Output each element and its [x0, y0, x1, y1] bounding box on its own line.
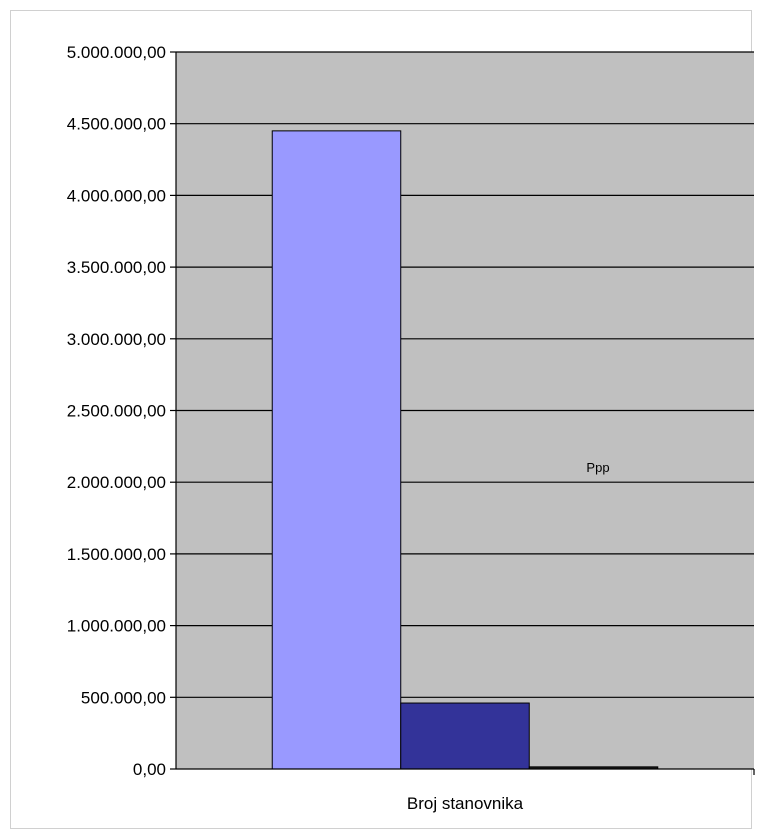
y-tick-label: 4.500.000,00	[67, 115, 166, 134]
y-tick-label: 2.000.000,00	[67, 473, 166, 492]
y-tick-label: 1.500.000,00	[67, 545, 166, 564]
y-tick-label: 2.500.000,00	[67, 402, 166, 421]
chart-annotation: Ppp	[586, 460, 609, 475]
y-tick-label: 3.000.000,00	[67, 330, 166, 349]
y-tick-label: 4.000.000,00	[67, 186, 166, 205]
y-axis	[170, 51, 755, 775]
bars	[271, 130, 659, 770]
bar-series-1	[271, 130, 402, 770]
y-tick-label: 3.500.000,00	[67, 258, 166, 277]
y-tick-label: 5.000.000,00	[67, 43, 166, 62]
y-tick-label: 500.000,00	[81, 688, 166, 707]
bar-series-2	[400, 702, 530, 770]
y-tick-label: 1.000.000,00	[67, 617, 166, 636]
y-tick-label: 0,00	[133, 760, 166, 779]
labels: 0,00 500.000,00 1.000.000,00 1.500.000,00 2.…	[67, 43, 610, 813]
category-label: Broj stanovnika	[407, 794, 524, 813]
